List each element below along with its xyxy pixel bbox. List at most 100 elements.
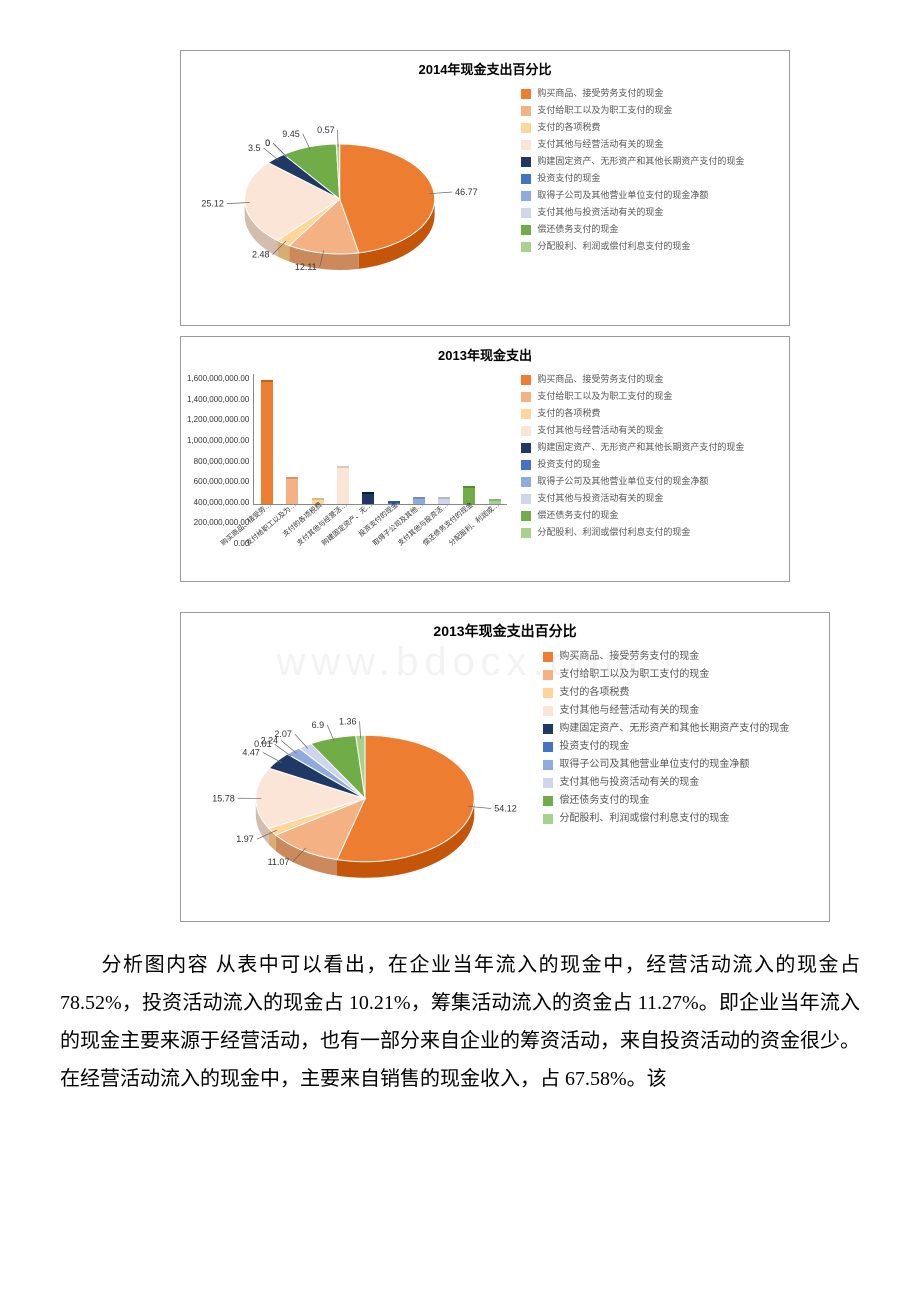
legend-label: 支付的各项税费: [537, 122, 600, 133]
slice-label: 1.97: [236, 834, 254, 844]
legend-item: 购建固定资产、无形资产和其他长期资产支付的现金: [521, 156, 779, 167]
legend-swatch: [543, 760, 553, 770]
ytick-label: 1,600,000,000.00: [187, 374, 249, 383]
legend-item: 取得子公司及其他营业单位支付的现金净额: [521, 190, 779, 201]
legend-item: 支付其他与投资活动有关的现金: [521, 207, 779, 218]
legend-label: 支付给职工以及为职工支付的现金: [537, 105, 672, 116]
legend-item: 购建固定资产、无形资产和其他长期资产支付的现金: [521, 442, 779, 453]
legend-label: 购建固定资产、无形资产和其他长期资产支付的现金: [559, 723, 789, 735]
legend-swatch: [543, 796, 553, 806]
legend-swatch: [521, 208, 531, 218]
analysis-paragraph: 分析图内容 从表中可以看出，在企业当年流入的现金中，经营活动流入的现金占 78.…: [60, 946, 860, 1098]
legend-swatch: [521, 157, 531, 167]
legend-label: 支付其他与经营活动有关的现金: [559, 705, 699, 717]
legend-swatch: [521, 409, 531, 419]
bar-area: 1,600,000,000.001,400,000,000.001,200,00…: [181, 364, 515, 578]
legend-label: 取得子公司及其他营业单位支付的现金净额: [537, 190, 708, 201]
legend-label: 分配股利、利润或偿付利息支付的现金: [559, 813, 729, 825]
legend-item: 支付的各项税费: [521, 122, 779, 133]
legend: 购买商品、接受劳务支付的现金支付给职工以及为职工支付的现金支付的各项税费支付其他…: [537, 641, 829, 841]
legend-label: 购买商品、接受劳务支付的现金: [537, 88, 663, 99]
legend-label: 支付其他与投资活动有关的现金: [559, 777, 699, 789]
legend-item: 支付其他与经营活动有关的现金: [521, 139, 779, 150]
legend-label: 支付给职工以及为职工支付的现金: [537, 391, 672, 402]
legend-label: 投资支付的现金: [537, 173, 600, 184]
pie-area: 54.1211.071.9715.784.470.012.242.076.91.…: [181, 641, 537, 919]
legend-label: 支付其他与投资活动有关的现金: [537, 493, 663, 504]
legend-label: 支付给职工以及为职工支付的现金: [559, 669, 709, 681]
chart-2014-pie: 2014年现金支出百分比 46.7712.112.4825.123.50009.…: [180, 50, 790, 326]
bar: [337, 466, 349, 504]
ytick-label: 1,000,000,000.00: [187, 436, 249, 445]
legend-item: 支付其他与投资活动有关的现金: [543, 777, 819, 789]
legend-item: 投资支付的现金: [543, 741, 819, 753]
legend-label: 购建固定资产、无形资产和其他长期资产支付的现金: [537, 156, 744, 167]
legend-item: 偿还债务支付的现金: [543, 795, 819, 807]
legend-swatch: [521, 494, 531, 504]
legend-item: 支付给职工以及为职工支付的现金: [543, 669, 819, 681]
legend-label: 分配股利、利润或偿付利息支付的现金: [537, 527, 690, 538]
slice-label: 2.48: [252, 249, 270, 259]
legend-item: 购建固定资产、无形资产和其他长期资产支付的现金: [543, 723, 819, 735]
pie-area: 46.7712.112.4825.123.50009.450.57: [181, 78, 515, 322]
legend-label: 投资支付的现金: [559, 741, 629, 753]
legend-item: 支付其他与经营活动有关的现金: [543, 705, 819, 717]
slice-label: 1.36: [339, 716, 357, 726]
legend-item: 支付给职工以及为职工支付的现金: [521, 391, 779, 402]
legend-swatch: [521, 140, 531, 150]
legend-item: 取得子公司及其他营业单位支付的现金净额: [521, 476, 779, 487]
legend-swatch: [521, 392, 531, 402]
legend-swatch: [521, 242, 531, 252]
legend-label: 投资支付的现金: [537, 459, 600, 470]
slice-label: 3.5: [248, 143, 261, 153]
legend-label: 支付其他与经营活动有关的现金: [537, 139, 663, 150]
legend: 购买商品、接受劳务支付的现金支付给职工以及为职工支付的现金支付的各项税费支付其他…: [515, 364, 789, 554]
legend-swatch: [521, 106, 531, 116]
legend-item: 支付其他与经营活动有关的现金: [521, 425, 779, 436]
legend-item: 支付的各项税费: [543, 687, 819, 699]
legend-item: 分配股利、利润或偿付利息支付的现金: [521, 527, 779, 538]
legend-item: 购买商品、接受劳务支付的现金: [543, 651, 819, 663]
legend-label: 支付其他与投资活动有关的现金: [537, 207, 663, 218]
y-axis: 1,600,000,000.001,400,000,000.001,200,00…: [181, 364, 253, 578]
slice-label: 15.78: [212, 793, 235, 803]
legend-label: 支付其他与经营活动有关的现金: [537, 425, 663, 436]
legend-swatch: [543, 814, 553, 824]
legend-swatch: [521, 191, 531, 201]
legend-label: 偿还债务支付的现金: [537, 224, 618, 235]
legend-item: 分配股利、利润或偿付利息支付的现金: [521, 241, 779, 252]
legend-item: 偿还债务支付的现金: [521, 510, 779, 521]
slice-label: 11.07: [268, 857, 290, 867]
legend-swatch: [543, 688, 553, 698]
legend: 购买商品、接受劳务支付的现金支付给职工以及为职工支付的现金支付的各项税费支付其他…: [515, 78, 789, 268]
chart-2013-bar: 2013年现金支出 1,600,000,000.001,400,000,000.…: [180, 336, 790, 582]
legend-item: 偿还债务支付的现金: [521, 224, 779, 235]
pie-svg: 46.7712.112.4825.123.50009.450.57: [181, 78, 515, 322]
slice-label: 0: [265, 138, 270, 148]
slice-label: 2.07: [274, 729, 292, 739]
legend-swatch: [543, 652, 553, 662]
legend-item: 购买商品、接受劳务支付的现金: [521, 88, 779, 99]
slice-label: 46.77: [455, 187, 478, 197]
paragraph-text: 分析图内容 从表中可以看出，在企业当年流入的现金中，经营活动流入的现金占 78.…: [60, 954, 860, 1090]
legend-item: 投资支付的现金: [521, 173, 779, 184]
legend-swatch: [521, 426, 531, 436]
legend-item: 购买商品、接受劳务支付的现金: [521, 374, 779, 385]
legend-item: 支付的各项税费: [521, 408, 779, 419]
slice-label: 54.12: [494, 804, 517, 814]
slice-label: 9.45: [282, 129, 300, 139]
legend-swatch: [521, 225, 531, 235]
legend-label: 购买商品、接受劳务支付的现金: [537, 374, 663, 385]
legend-label: 支付的各项税费: [559, 687, 629, 699]
chart-title: 2014年现金支出百分比: [181, 51, 789, 78]
legend-item: 支付其他与投资活动有关的现金: [521, 493, 779, 504]
ytick-label: 1,200,000,000.00: [187, 415, 249, 424]
legend-label: 取得子公司及其他营业单位支付的现金净额: [559, 759, 749, 771]
legend-item: 投资支付的现金: [521, 459, 779, 470]
bar: [261, 380, 273, 504]
chart-title: 2013年现金支出: [181, 337, 789, 364]
legend-swatch: [543, 742, 553, 752]
slice-label: 0.57: [317, 125, 335, 135]
bars-plot: 购买商品、接受劳…支付给职工以及为…支付的各项税费支付其他与经营活…购建固定资产…: [253, 374, 507, 505]
legend-swatch: [521, 174, 531, 184]
